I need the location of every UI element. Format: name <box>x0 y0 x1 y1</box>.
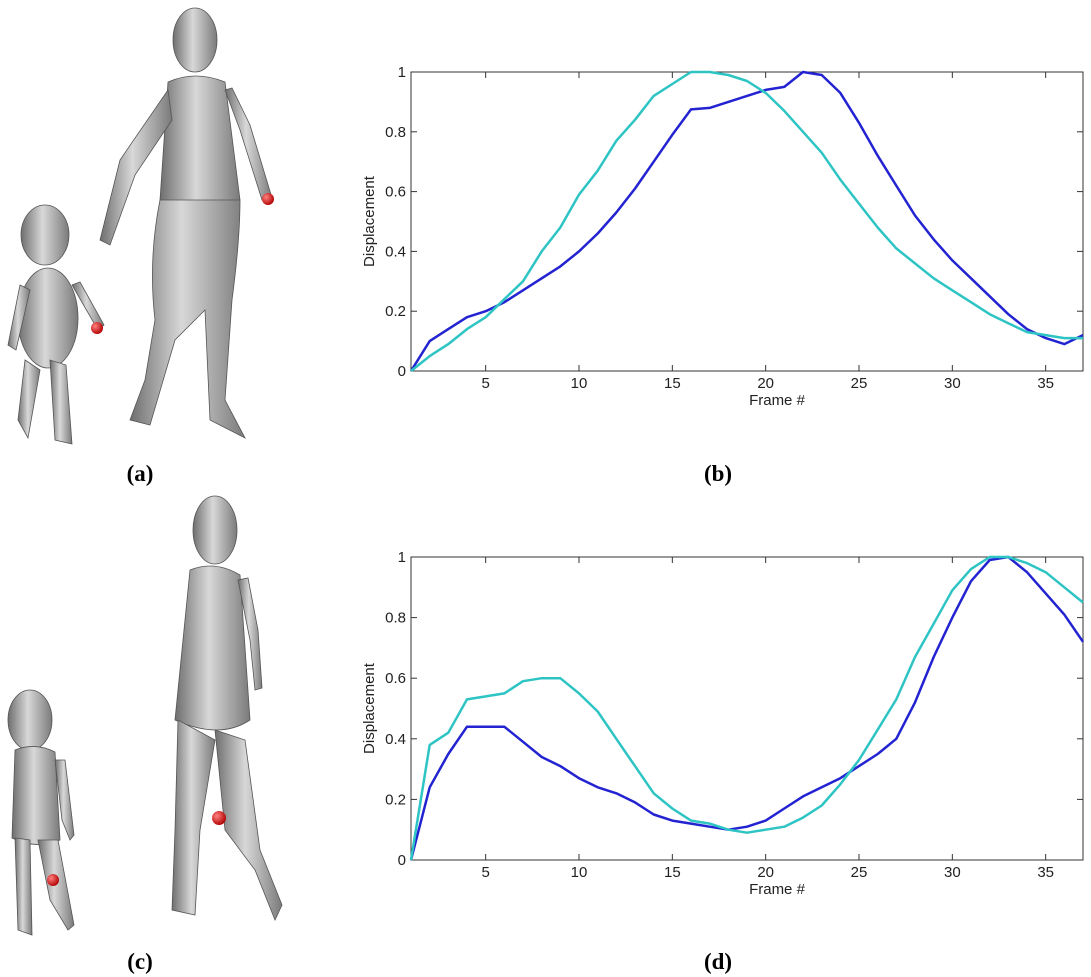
x-tick-label: 10 <box>571 864 588 881</box>
x-tick-label: 35 <box>1037 375 1054 392</box>
y-tick-label: 0.2 <box>385 303 406 320</box>
y-tick-label: 0.6 <box>385 670 406 687</box>
y-tick-label: 0.8 <box>385 124 406 141</box>
render-a <box>7 7 273 445</box>
y-axis-label: Displacement <box>361 175 378 267</box>
y-tick-label: 1 <box>398 64 406 81</box>
series-line <box>409 555 1085 861</box>
x-tick-label: 5 <box>481 864 489 881</box>
series-line <box>409 555 1084 861</box>
series-line <box>410 70 1083 372</box>
marker-ball <box>47 874 59 886</box>
y-tick-label: 0.4 <box>385 731 406 748</box>
axes-box <box>410 71 1084 372</box>
y-tick-label: 0.8 <box>385 610 406 627</box>
x-tick-label: 10 <box>571 375 588 392</box>
x-axis-label: Frame # <box>749 392 806 409</box>
x-tick-label: 15 <box>664 375 681 392</box>
y-tick-label: 1 <box>398 549 406 566</box>
marker-ball <box>212 811 226 825</box>
y-tick-label: 0.4 <box>385 243 406 260</box>
x-tick-label: 5 <box>481 375 489 392</box>
marker-ball <box>91 322 103 334</box>
y-tick-label: 0 <box>398 852 406 869</box>
x-tick-label: 20 <box>757 375 774 392</box>
x-tick-label: 20 <box>757 864 774 881</box>
panel-label: (b) <box>704 461 732 486</box>
y-axis-label: Displacement <box>361 662 378 754</box>
series-line <box>409 70 1084 372</box>
x-tick-label: 25 <box>851 864 868 881</box>
panel-label: (a) <box>127 461 154 486</box>
y-tick-label: 0.6 <box>385 184 406 201</box>
y-tick-label: 0.2 <box>385 791 406 808</box>
marker-ball <box>262 193 274 205</box>
x-axis-label: Frame # <box>749 881 806 898</box>
x-tick-label: 30 <box>944 864 961 881</box>
axes-box <box>410 556 1084 861</box>
x-tick-label: 25 <box>851 375 868 392</box>
y-tick-label: 0 <box>398 363 406 380</box>
panel-label: (c) <box>127 949 153 974</box>
render-c <box>7 495 283 936</box>
x-tick-label: 35 <box>1037 864 1054 881</box>
x-tick-label: 30 <box>944 375 961 392</box>
x-tick-label: 15 <box>664 864 681 881</box>
panel-label: (d) <box>704 949 732 974</box>
